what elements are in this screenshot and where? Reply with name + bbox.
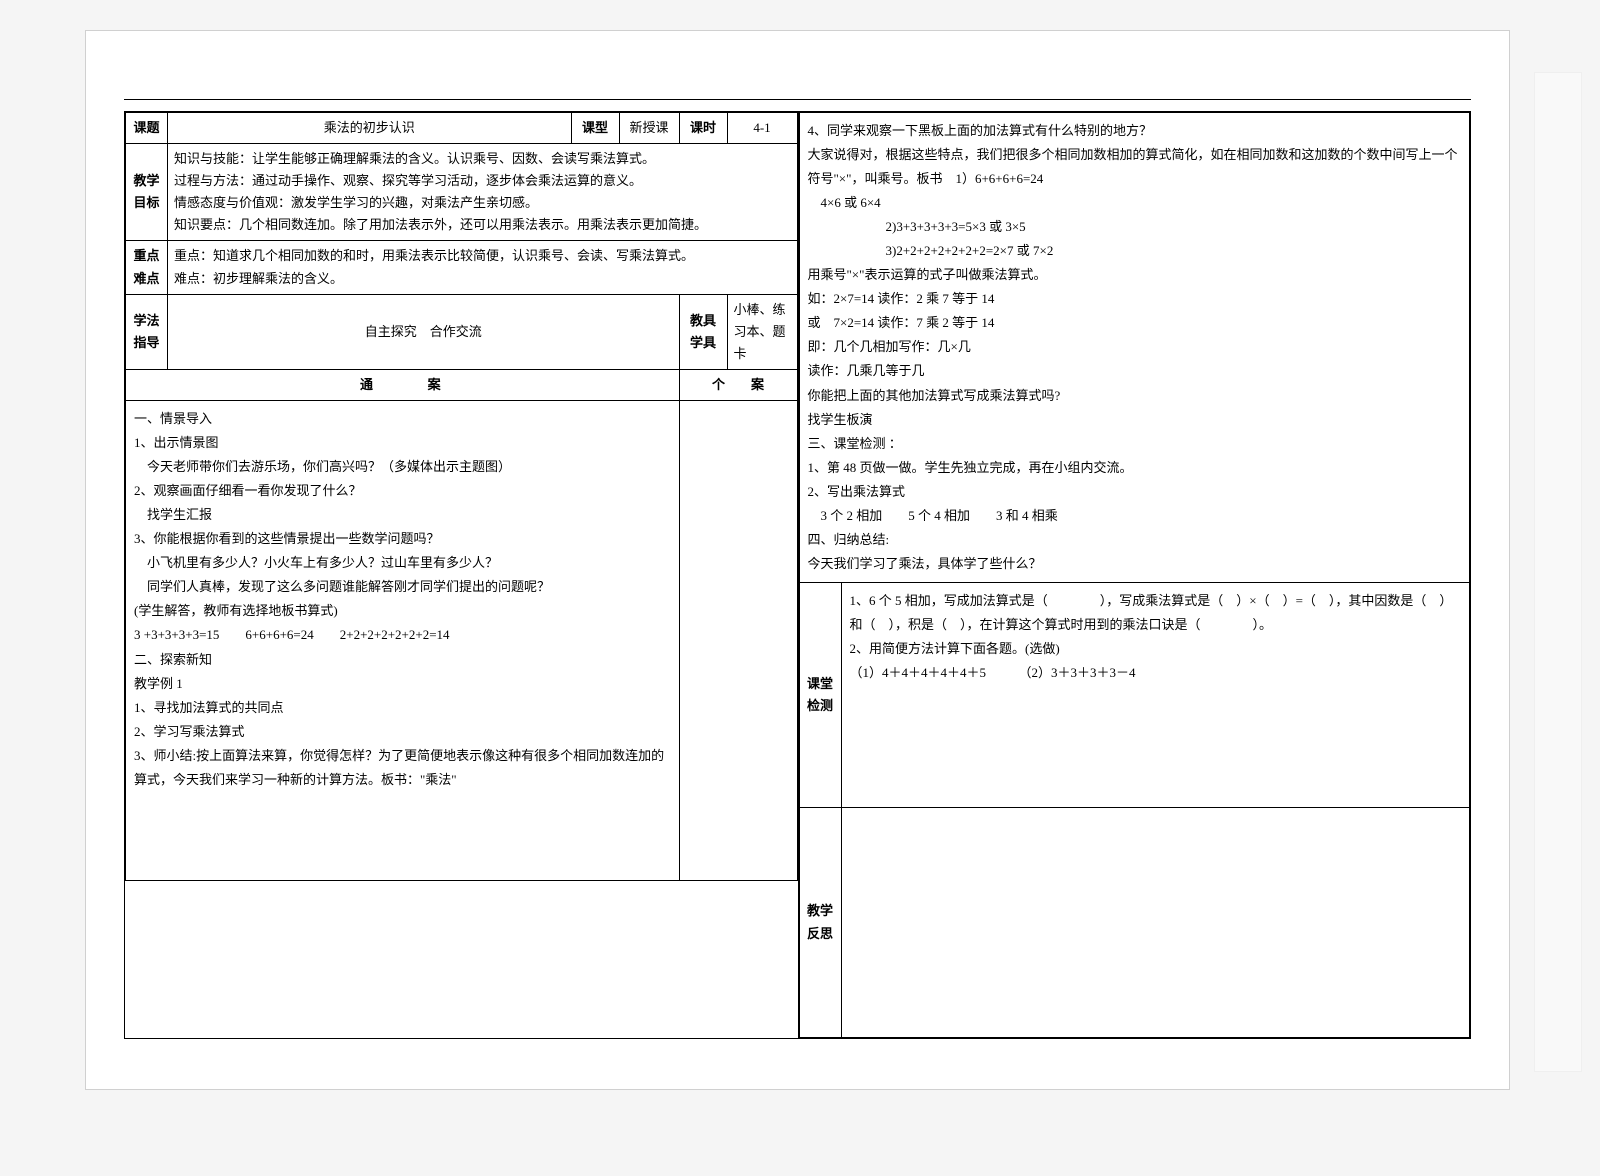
page-stack-shadow — [1534, 72, 1582, 1072]
document-page: 课题 乘法的初步认识 课型 新授课 课时 4-1 教学 目标 知识与技能：让学生… — [85, 30, 1510, 1090]
keydiff-row: 重点 难点 重点：知道求几个相同加数的和时，用乘法表示比较简便，认识乘号、会读、… — [126, 241, 798, 294]
goals-text: 知识与技能：让学生能够正确理解乘法的含义。认识乘号、因数、会读写乘法算式。 过程… — [168, 144, 798, 241]
reflect-row: 教学反思 — [799, 808, 1470, 1038]
type-label: 课型 — [571, 113, 619, 144]
tools-label: 教具 学具 — [679, 294, 727, 369]
right-column: 4、同学来观察一下黑板上面的加法算式有什么特别的地方？ 大家说得对，根据这些特点… — [798, 111, 1472, 1039]
topic-value: 乘法的初步认识 — [168, 113, 572, 144]
left-body-text: 一、情景导入 1、出示情景图 今天老师带你们去游乐场，你们高兴吗？（多媒体出示主… — [126, 401, 680, 881]
lesson-plan-sheet: 课题 乘法的初步认识 课型 新授课 课时 4-1 教学 目标 知识与技能：让学生… — [124, 111, 1471, 1039]
period-label: 课时 — [679, 113, 727, 144]
goals-row: 教学 目标 知识与技能：让学生能够正确理解乘法的含义。认识乘号、因数、会读写乘法… — [126, 144, 798, 241]
keydiff-text: 重点：知道求几个相同加数的和时，用乘法表示比较简便，认识乘号、会读、写乘法算式。… — [168, 241, 798, 294]
method-value: 自主探究 合作交流 — [168, 294, 680, 369]
subheader-left: 通 案 — [126, 369, 680, 400]
method-row: 学法 指导 自主探究 合作交流 教具 学具 小棒、练习本、题卡 — [126, 294, 798, 369]
header-row: 课题 乘法的初步认识 课型 新授课 课时 4-1 — [126, 113, 798, 144]
method-label: 学法 指导 — [126, 294, 168, 369]
body-row: 一、情景导入 1、出示情景图 今天老师带你们去游乐场，你们高兴吗？（多媒体出示主… — [126, 401, 798, 881]
right-top-row: 4、同学来观察一下黑板上面的加法算式有什么特别的地方？ 大家说得对，根据这些特点… — [799, 113, 1470, 583]
period-value: 4-1 — [727, 113, 797, 144]
subheader-row: 通 案 个 案 — [126, 369, 798, 400]
tools-value: 小棒、练习本、题卡 — [727, 294, 797, 369]
type-value: 新授课 — [619, 113, 679, 144]
check-row: 课堂 检测 1、6 个 5 相加，写成加法算式是（ ），写成乘法算式是（ ）×（… — [799, 583, 1470, 808]
check-label: 课堂 检测 — [799, 583, 841, 808]
subheader-right: 个 案 — [679, 369, 797, 400]
keydiff-label: 重点 难点 — [126, 241, 168, 294]
right-top-text: 4、同学来观察一下黑板上面的加法算式有什么特别的地方？ 大家说得对，根据这些特点… — [799, 113, 1470, 583]
topic-label: 课题 — [126, 113, 168, 144]
reflect-text — [841, 808, 1470, 1038]
reflect-label: 教学反思 — [799, 808, 841, 1038]
left-column: 课题 乘法的初步认识 课型 新授课 课时 4-1 教学 目标 知识与技能：让学生… — [124, 111, 798, 1039]
left-table: 课题 乘法的初步认识 课型 新授课 课时 4-1 教学 目标 知识与技能：让学生… — [125, 112, 798, 881]
right-table: 4、同学来观察一下黑板上面的加法算式有什么特别的地方？ 大家说得对，根据这些特点… — [799, 112, 1471, 1038]
goals-label: 教学 目标 — [126, 144, 168, 241]
left-body-notes — [679, 401, 797, 881]
check-text: 1、6 个 5 相加，写成加法算式是（ ），写成乘法算式是（ ）×（ ）=（ ）… — [841, 583, 1470, 808]
